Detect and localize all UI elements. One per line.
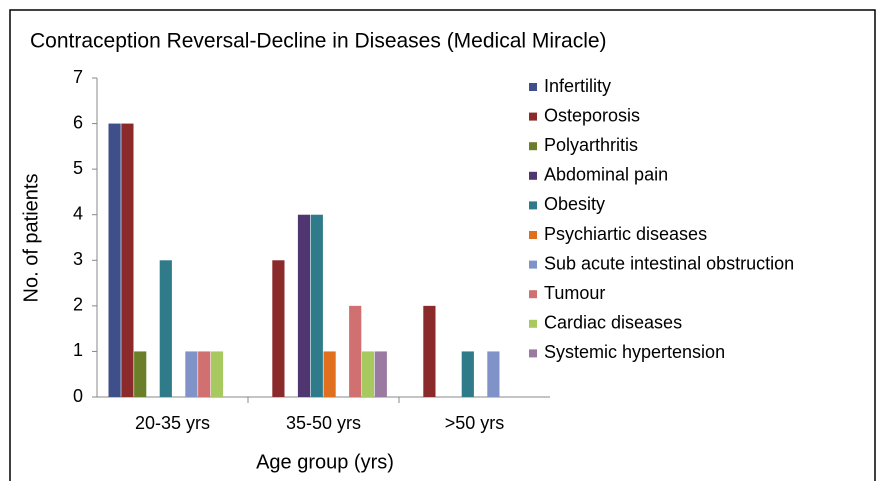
- legend-label: Cardiac diseases: [544, 313, 682, 333]
- legend-swatch: [529, 201, 537, 210]
- legend-swatch: [529, 290, 537, 299]
- legend-swatch: [529, 319, 537, 328]
- chart-title: Contraception Reversal-Decline in Diseas…: [30, 30, 607, 53]
- legend-label: Polyarthritis: [544, 135, 638, 155]
- y-tick-label: 1: [73, 340, 83, 360]
- legend-swatch: [529, 349, 537, 358]
- x-tick-label: 35-50 yrs: [286, 413, 361, 433]
- bar: [323, 351, 336, 397]
- y-axis-label: No. of patients: [20, 174, 42, 303]
- x-axis-label: Age group (yrs): [256, 451, 394, 473]
- legend-swatch: [529, 231, 537, 239]
- bar: [108, 123, 121, 398]
- x-tick-label: >50 yrs: [445, 413, 505, 433]
- legend-label: Obesity: [544, 194, 605, 214]
- y-tick-label: 7: [73, 67, 83, 87]
- bar: [185, 351, 198, 397]
- legend-label: Systemic hypertension: [544, 342, 725, 362]
- y-tick-label: 6: [73, 112, 83, 132]
- legend-label: Tumour: [544, 283, 605, 303]
- bar: [121, 123, 134, 398]
- bar: [461, 351, 474, 397]
- bar: [198, 351, 211, 397]
- bar: [423, 305, 436, 397]
- bar: [361, 351, 375, 397]
- bar: [297, 214, 311, 397]
- bar: [210, 351, 224, 397]
- legend-swatch: [529, 142, 537, 151]
- legend-label: Osteporosis: [544, 105, 640, 125]
- frame: [9, 9, 876, 486]
- legend-swatch: [529, 112, 537, 121]
- bar: [374, 351, 387, 397]
- legend-label: Infertility: [544, 76, 611, 96]
- legend-label: Sub acute intestinal obstruction: [544, 253, 794, 273]
- bar: [349, 305, 362, 397]
- legend-label: Psychiartic diseases: [544, 224, 707, 244]
- y-tick-label: 4: [73, 203, 83, 223]
- x-tick-label: 20-35 yrs: [135, 413, 210, 433]
- legend-swatch: [529, 260, 537, 269]
- legend-label: Abdominal pain: [544, 165, 668, 185]
- y-tick-label: 5: [73, 158, 83, 178]
- y-tick-label: 0: [73, 386, 83, 406]
- bar: [487, 351, 500, 397]
- bar: [159, 260, 172, 397]
- bar: [134, 351, 147, 397]
- legend-swatch: [529, 171, 537, 180]
- y-tick-label: 2: [73, 295, 83, 315]
- legend-swatch: [529, 83, 537, 91]
- bar: [272, 260, 285, 397]
- bar: [310, 214, 323, 397]
- y-tick-label: 3: [73, 249, 83, 269]
